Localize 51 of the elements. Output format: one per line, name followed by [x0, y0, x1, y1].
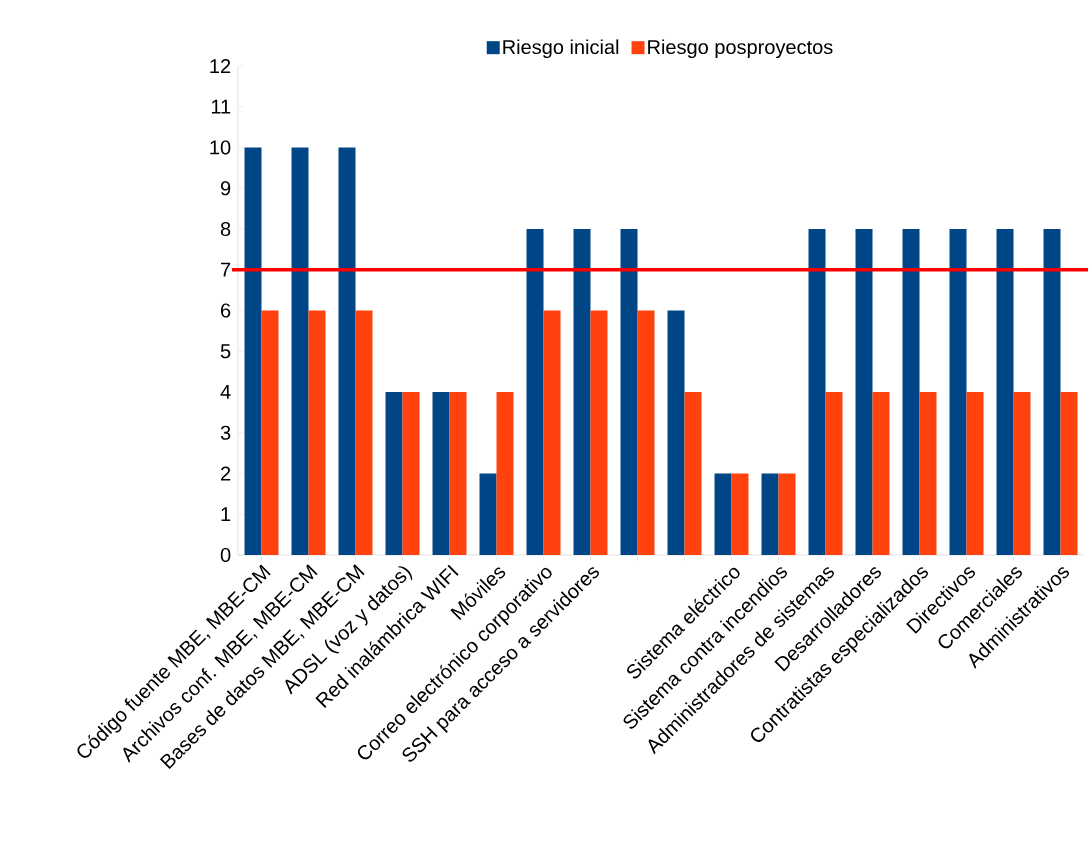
bar: [902, 228, 920, 555]
y-tick-label: 10: [210, 140, 231, 155]
y-tick-label: 7: [221, 262, 231, 277]
bar: [543, 310, 561, 555]
bar: [573, 228, 591, 555]
y-tick-label: 0: [220, 547, 231, 563]
bar: [1013, 391, 1031, 555]
legend-label: Riesgo posproyectos: [648, 39, 833, 59]
bar: [966, 391, 984, 555]
bar: [261, 310, 279, 555]
bar: [496, 391, 514, 555]
bar: [825, 391, 843, 555]
bar: [714, 473, 732, 555]
bar: [761, 473, 779, 555]
y-tick-label: 3: [220, 425, 231, 440]
bar: [620, 228, 638, 555]
bar: [402, 391, 420, 555]
bar: [872, 391, 890, 555]
bar: [308, 310, 326, 555]
y-tick-label: 11: [211, 99, 231, 114]
bar: [291, 147, 309, 555]
bar: [996, 228, 1014, 555]
bar: [385, 391, 403, 555]
bar: [590, 310, 608, 555]
bar: [244, 147, 262, 555]
y-tick-label: 12: [210, 59, 231, 73]
bar: [778, 473, 796, 555]
y-tick-label: 6: [221, 303, 231, 318]
bar: [919, 391, 937, 555]
y-tick-label: 4: [220, 385, 231, 399]
y-tick-label: 5: [220, 344, 231, 359]
y-tick-label: 8: [220, 221, 231, 237]
y-tick-label: 1: [221, 507, 231, 522]
bar: [949, 228, 967, 555]
bar: [667, 310, 685, 555]
bar: [637, 310, 655, 555]
bar: [449, 391, 467, 555]
bar: [731, 473, 749, 555]
bar: [526, 228, 544, 555]
y-tick-label: 2: [221, 466, 231, 481]
bar: [479, 473, 497, 555]
bar: [1060, 391, 1078, 555]
bar: [808, 228, 826, 555]
bar: [432, 391, 450, 555]
bar: [338, 147, 356, 555]
bar: [855, 228, 873, 555]
bar: [1043, 228, 1061, 555]
y-tick-label: 9: [220, 181, 231, 196]
legend-label: Riesgo inicial: [503, 39, 619, 59]
bar: [355, 310, 373, 555]
bar: [684, 391, 702, 555]
